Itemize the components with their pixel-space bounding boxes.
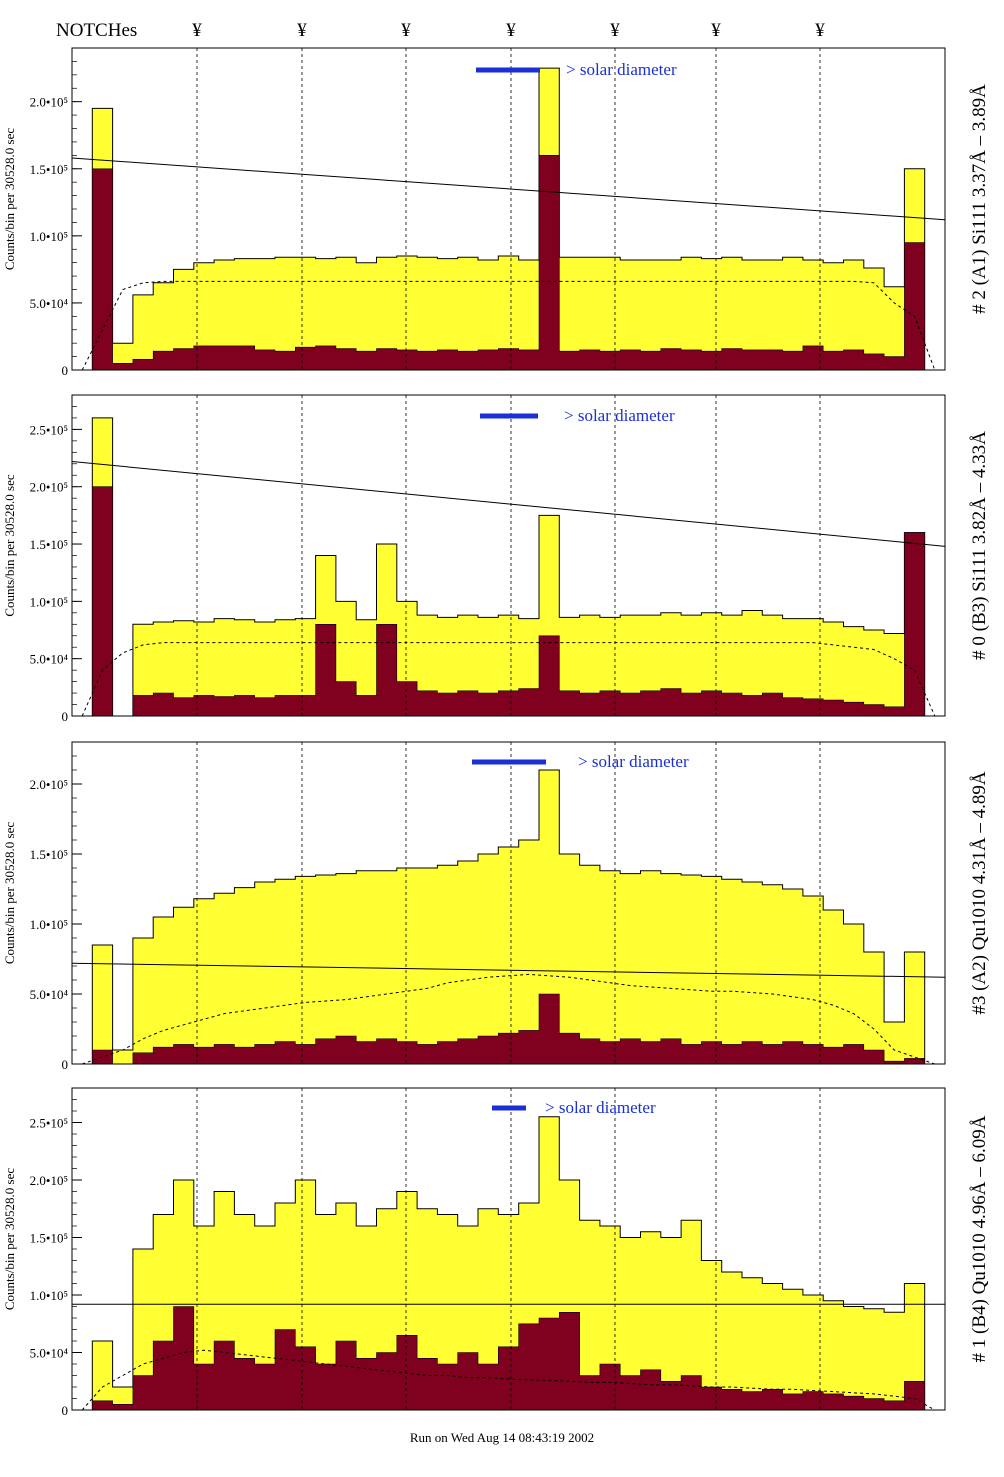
y-tick-label: 1.0•10⁵ — [30, 917, 68, 932]
y-tick-label: 5.0•10⁴ — [30, 296, 69, 311]
y-tick-label: 1.5•10⁵ — [30, 847, 68, 862]
fit-line — [71, 157, 946, 221]
fit-line — [71, 460, 946, 547]
y-tick-label: 0 — [62, 709, 69, 724]
y-tick-label: 1.0•10⁵ — [30, 1288, 68, 1303]
notch-marker: ¥ — [711, 20, 721, 41]
solar-diameter-label: > solar diameter — [545, 1098, 656, 1117]
notch-marker: ¥ — [815, 20, 825, 41]
y-tick-label: 0 — [62, 1403, 69, 1418]
notch-marker: ¥ — [506, 20, 516, 41]
histogram-panel: 0 5.0•10⁴ 1.0•10⁵ 1.5•10⁵ 2.0•10⁵ 2.5•10⁵ Coun… — [2, 394, 990, 724]
histogram-panel: 0 5.0•10⁴ 1.0•10⁵ 1.5•10⁵ 2.0•10⁵ 2.5•10⁵ Coun… — [2, 1087, 990, 1418]
series-low-area — [72, 1306, 945, 1411]
histogram-panel: 0 5.0•10⁴ 1.0•10⁵ 1.5•10⁵ 2.0•10⁵ Counts/bin … — [2, 47, 990, 378]
solar-diameter-label: > solar diameter — [564, 406, 675, 425]
series-total-area — [72, 417, 945, 717]
notches-label: NOTCHes — [56, 20, 138, 41]
series-model-line — [81, 280, 936, 371]
plot-frame — [71, 741, 946, 1065]
run-timestamp: Run on Wed Aug 14 08:43:19 2002 — [409, 1430, 595, 1445]
y-tick-label: 1.0•10⁵ — [30, 594, 68, 609]
y-tick-label: 0 — [62, 1057, 69, 1072]
y-tick-label: 2.0•10⁵ — [30, 1173, 68, 1188]
notch-marker: ¥ — [297, 20, 307, 41]
solar-diameter-label: > solar diameter — [578, 752, 689, 771]
fit-line — [71, 962, 946, 978]
series-low-area — [72, 486, 945, 717]
y-tick-label: 1.5•10⁵ — [30, 1231, 68, 1246]
series-total-area — [72, 67, 945, 371]
y-tick-label: 2.0•10⁵ — [30, 95, 68, 110]
y-axis-label: Counts/bin per 30528.0 sec — [2, 474, 17, 616]
y-axis-label: Counts/bin per 30528.0 sec — [2, 822, 17, 964]
panel-label: # 1 (B4) Qu1010 4.96Å – 6.09Å — [969, 1115, 990, 1362]
y-tick-label: 5.0•10⁴ — [30, 1346, 69, 1361]
y-tick-label: 2.0•10⁵ — [30, 777, 68, 792]
y-tick-label: 5.0•10⁴ — [30, 652, 69, 667]
y-tick-label: 1.5•10⁵ — [30, 537, 68, 552]
series-model-line — [81, 642, 936, 717]
y-tick-label: 5.0•10⁴ — [30, 987, 69, 1002]
y-tick-label: 1.0•10⁵ — [30, 229, 68, 244]
series-total-area — [72, 769, 945, 1065]
series-low-area — [72, 155, 945, 371]
notch-marker: ¥ — [192, 20, 202, 41]
solar-diameter-label: > solar diameter — [566, 60, 677, 79]
y-tick-label: 2.5•10⁵ — [30, 422, 68, 437]
series-model-line — [81, 1349, 936, 1411]
series-low-area — [72, 993, 945, 1065]
y-tick-label: 0 — [62, 363, 69, 378]
y-tick-label: 2.0•10⁵ — [30, 480, 68, 495]
y-tick-label: 1.5•10⁵ — [30, 162, 68, 177]
y-axis-label: Counts/bin per 30528.0 sec — [2, 1168, 17, 1310]
y-tick-label: 2.5•10⁵ — [30, 1116, 68, 1131]
notch-marker: ¥ — [401, 20, 411, 41]
notch-marker: ¥ — [610, 20, 620, 41]
panel-label: # 0 (B3) Si111 3.82Å – 4.33Å — [969, 431, 990, 660]
series-model-line — [82, 973, 935, 1065]
panel-label: #3 (A2) Qu1010 4.31Å – 4.89Å — [969, 771, 990, 1015]
y-axis-label: Counts/bin per 30528.0 sec — [2, 128, 17, 270]
panel-label: # 2 (A1) Si111 3.37Å – 3.89Å — [969, 84, 990, 314]
histogram-panel: 0 5.0•10⁴ 1.0•10⁵ 1.5•10⁵ 2.0•10⁵ Counts/bin … — [2, 741, 990, 1072]
